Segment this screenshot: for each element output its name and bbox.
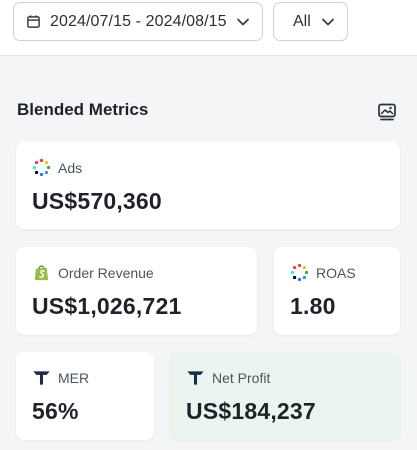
chevron-down-icon <box>237 18 249 25</box>
section-title: Blended Metrics <box>17 100 149 119</box>
calendar-icon <box>27 15 40 28</box>
ads-dots-icon <box>32 158 51 177</box>
metric-card-ads[interactable]: Ads US$570,360 <box>16 142 400 229</box>
triple-whale-icon <box>187 371 204 385</box>
triple-whale-icon <box>33 371 50 385</box>
metric-label-row: ROAS <box>290 263 356 282</box>
metric-label: Ads <box>58 159 83 176</box>
metric-card-roas[interactable]: ROAS 1.80 <box>274 247 400 335</box>
ads-dots-icon <box>290 263 309 282</box>
metric-value: US$1,026,721 <box>32 293 182 319</box>
metric-value: US$184,237 <box>186 398 316 424</box>
metric-label-row: Net Profit <box>186 368 270 387</box>
image-export-icon[interactable] <box>377 102 397 122</box>
shopify-bag-icon <box>34 265 49 281</box>
chevron-down-icon <box>322 18 334 25</box>
metric-label-row: MER <box>32 368 89 387</box>
metric-card-mer[interactable]: MER 56% <box>16 352 154 440</box>
store-filter-dropdown[interactable]: All <box>273 2 348 41</box>
metric-label: Order Revenue <box>58 264 154 281</box>
metric-label-row: Ads <box>32 158 82 177</box>
toolbar: 2024/07/15 - 2024/08/15 All <box>0 0 417 56</box>
date-range-label: 2024/07/15 - 2024/08/15 <box>50 12 227 30</box>
metric-card-order-revenue[interactable]: Order Revenue US$1,026,721 <box>16 247 257 335</box>
store-filter-label: All <box>293 12 311 30</box>
metric-value: US$570,360 <box>32 188 162 214</box>
metric-label-row: Order Revenue <box>32 263 154 282</box>
metric-label: Net Profit <box>212 369 271 386</box>
metric-label: ROAS <box>316 264 356 281</box>
metric-value: 56% <box>32 398 79 424</box>
metric-card-net-profit[interactable]: Net Profit US$184,237 <box>170 352 400 440</box>
metric-value: 1.80 <box>290 293 336 319</box>
metric-label: MER <box>58 369 90 386</box>
date-range-picker[interactable]: 2024/07/15 - 2024/08/15 <box>13 2 263 41</box>
